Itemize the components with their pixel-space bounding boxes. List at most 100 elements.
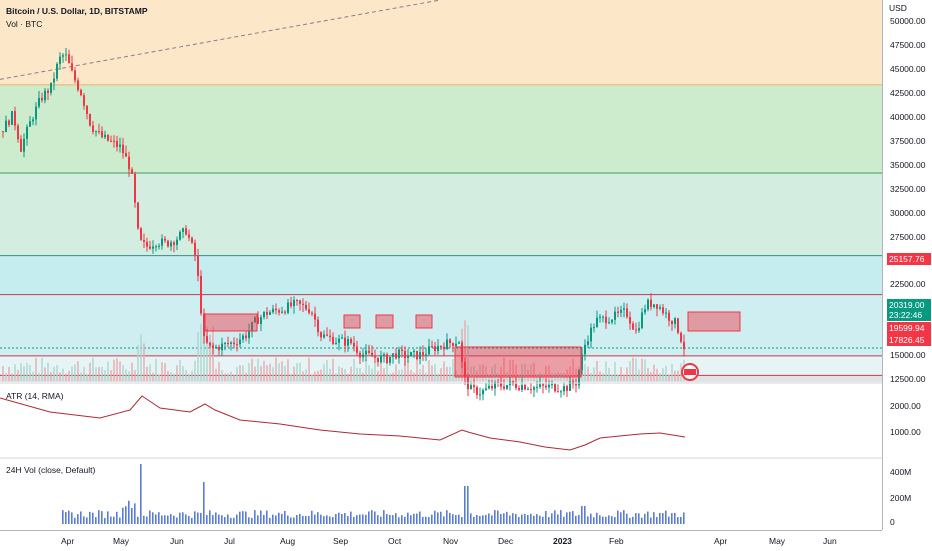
volume-indicator-bar [593,517,595,524]
chart-area[interactable] [0,0,882,530]
volume-bar [161,362,163,381]
volume-bar [638,369,640,381]
volume-bar [668,374,670,381]
volume-indicator-bar [518,517,520,524]
candle-body [344,337,346,346]
candle-body [521,385,523,390]
volume-indicator-bar [164,515,166,524]
volume-indicator-bar [203,482,205,524]
volume-bar [476,370,478,381]
time-tick-label: Dec [498,536,514,546]
candle-body [122,144,124,154]
volume-indicator-bar [647,511,649,524]
candle-body [410,352,412,357]
candle-body [335,342,337,345]
volume-bar [293,366,295,381]
candle-body [464,361,466,378]
candle-body [113,140,115,142]
volume-indicator-bar [386,514,388,524]
candle-body [323,334,325,338]
volume-indicator-bar [494,510,496,524]
candle-body [71,63,73,71]
candle-body [392,353,394,357]
volume-indicator-bar [395,513,397,524]
zone-cyan-1 [0,255,882,295]
highlight-box [415,314,433,329]
time-axis[interactable]: Apr May Jun Jul Aug Sep Oct Nov Dec 2023 Feb Apr May… [0,530,882,551]
volume-bar [383,368,385,381]
volume-bar [95,367,97,381]
volume-bar [434,364,436,381]
candle-body [434,346,436,351]
volume-indicator-bar [380,516,382,524]
volume-bar [44,367,46,381]
atr-legend[interactable]: ATR (14, RMA) [6,391,64,401]
volume-indicator-bar [509,515,511,524]
candle-body [350,339,352,344]
volume-bar [32,371,34,381]
volume-indicator-bar [560,510,562,524]
volume-bar [287,359,289,381]
candle-body [110,140,112,142]
volume-indicator-bar [641,517,643,524]
volume-indicator-bar [341,513,343,524]
candle-body [269,312,271,315]
candle-body [227,342,229,344]
candle-body [611,319,613,323]
candle-body [257,317,259,324]
volume-indicator-bar [62,510,64,524]
volume-indicator-bar [377,515,379,524]
volume-bar [104,370,106,381]
volume-indicator-legend[interactable]: 24H Vol (close, Default) [6,465,96,475]
volume-indicator-bar [278,512,280,524]
candle-body [506,384,508,389]
volume-indicator-bar [188,515,190,524]
volume-bar [308,357,310,381]
volume-indicator-bar [80,511,82,524]
volume-bar [224,373,226,381]
candle-body [575,384,577,386]
volume-bar [452,359,454,381]
candle-body [560,391,562,393]
candle-body [224,342,226,344]
volume-bar [338,366,340,381]
volume-bar [173,373,175,381]
candle-body [341,337,343,339]
candle-body [593,327,595,329]
volume-indicator-bar [155,514,157,524]
price-tick-label: 30000.00 [890,208,926,218]
price-chart[interactable] [0,0,882,530]
volume-bar [146,366,148,381]
candle-body [347,339,349,346]
volume-bar [662,368,664,381]
candle-body [500,382,502,387]
candle-body [515,383,517,389]
candle-body [116,140,118,147]
volume-bar [71,366,73,381]
time-tick-label: Aug [280,536,296,546]
candle-body [242,335,244,340]
volume-indicator-bar [344,513,346,524]
volume-indicator-bar [281,513,283,524]
candle-body [101,131,103,138]
volume-bar [152,372,154,381]
price-axis[interactable]: USD [882,0,932,530]
symbol-title[interactable]: Bitcoin / U.S. Dollar, 1D, BITSTAMP [6,6,148,16]
volume-indicator-bar [443,516,445,524]
candle-body [659,307,661,309]
candle-body [332,336,334,345]
candle-body [413,350,415,353]
candle-body [569,381,571,391]
volume-indicator-bar [215,512,217,524]
highlight-box [343,314,361,329]
volume-indicator-bar [245,511,247,524]
volume-indicator-bar [365,514,367,524]
volume-indicator-bar [356,515,358,524]
candle-body [557,391,559,393]
volume-bar [398,370,400,381]
volume-indicator-bar [581,506,583,524]
volume-bar [59,372,61,381]
volume-bar [8,367,10,381]
candle-body [35,106,37,120]
volume-indicator-bar [167,515,169,524]
